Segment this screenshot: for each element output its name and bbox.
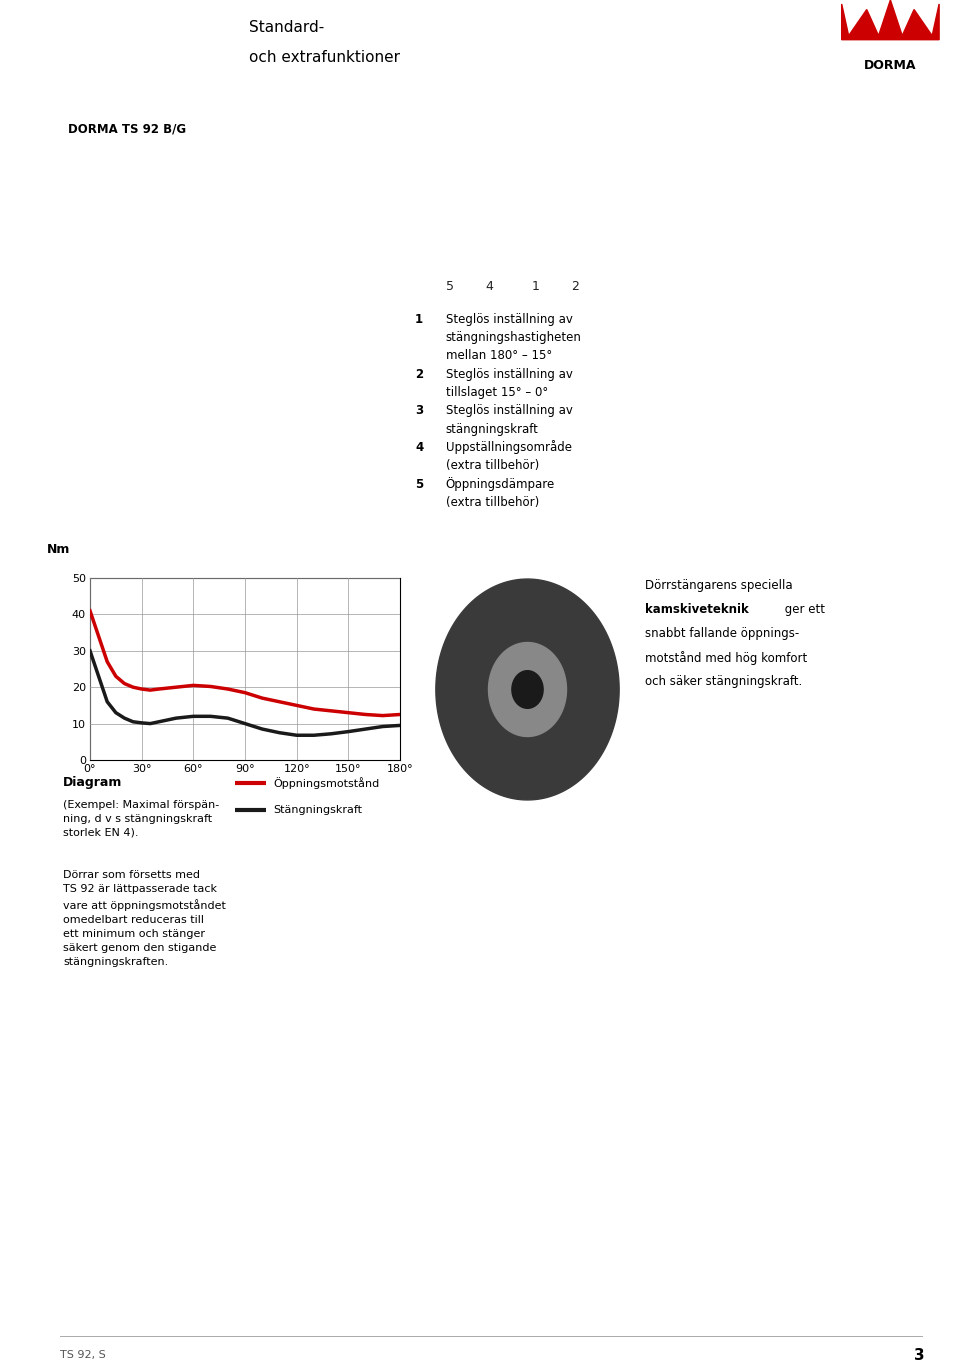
Polygon shape	[436, 579, 619, 799]
Text: 4: 4	[485, 281, 493, 293]
Text: Öppningsdämpare: Öppningsdämpare	[445, 478, 555, 491]
Text: Nm: Nm	[47, 543, 70, 556]
Text: Steglös inställning av: Steglös inställning av	[445, 368, 573, 381]
Text: och säker stängningskraft.: och säker stängningskraft.	[645, 675, 803, 687]
Text: (extra tillbehör): (extra tillbehör)	[445, 460, 540, 472]
Text: 5: 5	[415, 478, 423, 490]
Text: stängningshastigheten: stängningshastigheten	[445, 331, 582, 344]
Text: Uppställningsområde: Uppställningsområde	[445, 441, 572, 455]
Text: snabbt fallande öppnings-: snabbt fallande öppnings-	[645, 627, 800, 639]
Text: 3: 3	[415, 404, 423, 418]
Text: kamskiveteknik: kamskiveteknik	[645, 602, 749, 616]
Text: stängningskraft: stängningskraft	[445, 423, 539, 435]
Polygon shape	[842, 0, 939, 40]
Text: Dörrstängarens speciella: Dörrstängarens speciella	[645, 579, 793, 591]
Text: DORMA TS 92 B/G: DORMA TS 92 B/G	[68, 122, 186, 136]
Text: (extra tillbehör): (extra tillbehör)	[445, 496, 540, 509]
Text: 3: 3	[914, 1348, 924, 1364]
Text: Steglös inställning av: Steglös inställning av	[445, 312, 573, 326]
Text: (Exempel: Maximal förspän-
ning, d v s stängningskraft
storlek EN 4).: (Exempel: Maximal förspän- ning, d v s s…	[63, 799, 219, 838]
Text: ger ett: ger ett	[781, 602, 826, 616]
Text: Öppningsmotstånd: Öppningsmotstånd	[274, 776, 380, 789]
Text: mellan 180° – 15°: mellan 180° – 15°	[445, 349, 552, 363]
Text: DORMA TS 92: DORMA TS 92	[14, 30, 143, 49]
Text: Standard-: Standard-	[249, 21, 324, 36]
Text: Steglös inställning av: Steglös inställning av	[445, 404, 573, 418]
Text: 2: 2	[571, 281, 579, 293]
Text: Dörrar som försetts med
TS 92 är lättpasserade tack
vare att öppningsmotståndet
: Dörrar som försetts med TS 92 är lättpas…	[63, 871, 226, 967]
Text: 1: 1	[532, 281, 540, 293]
Text: 5: 5	[446, 281, 454, 293]
Text: 2: 2	[415, 368, 423, 381]
Text: 1: 1	[415, 312, 423, 326]
Text: Stängningskraft: Stängningskraft	[274, 805, 363, 815]
Text: Diagram: Diagram	[63, 776, 122, 789]
Text: 4: 4	[415, 441, 423, 455]
Text: tillslaget 15° – 0°: tillslaget 15° – 0°	[445, 386, 548, 398]
Text: motstånd med hög komfort: motstånd med hög komfort	[645, 650, 807, 664]
Polygon shape	[489, 642, 566, 737]
Polygon shape	[512, 671, 543, 708]
Text: TS 92, S: TS 92, S	[60, 1350, 107, 1361]
Text: och extrafunktioner: och extrafunktioner	[249, 49, 399, 64]
Text: DORMA: DORMA	[864, 59, 917, 71]
